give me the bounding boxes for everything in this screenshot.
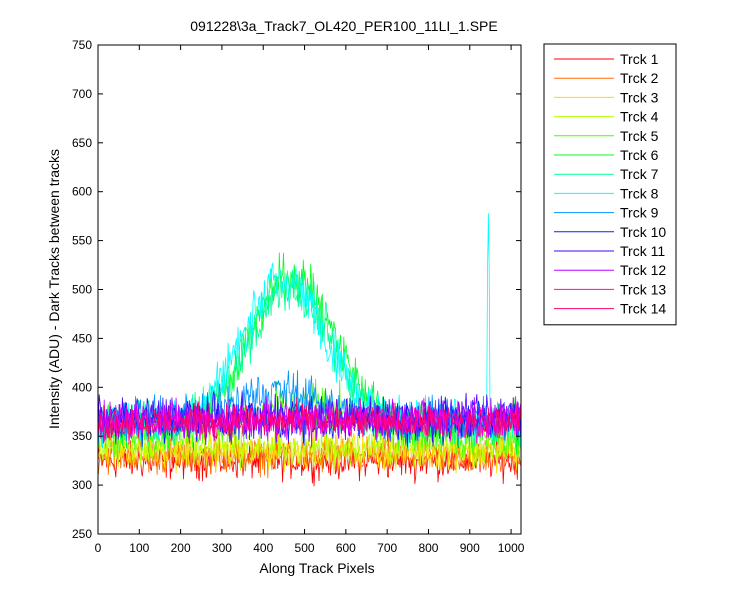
- legend-items: Trck 1 Trck 2 Trck 3 Trck 4 Trck 5 Trck 6 Trck…: [554, 51, 666, 317]
- legend-item: Trck 14: [554, 301, 666, 317]
- y-tick-label: 500: [72, 283, 92, 297]
- legend-item: Trck 4: [554, 109, 659, 125]
- legend-item: Trck 13: [554, 281, 666, 297]
- legend-label: Trck 4: [620, 109, 659, 125]
- legend-box: [543, 43, 677, 326]
- y-tick-label: 650: [72, 136, 92, 150]
- legend-label: Trck 10: [620, 224, 666, 240]
- x-tick-label: 900: [460, 541, 480, 555]
- legend-label: Trck 3: [620, 89, 659, 105]
- series-line-14: [98, 396, 521, 448]
- x-tick-label: 500: [295, 541, 315, 555]
- legend-item: Trck 8: [554, 185, 659, 201]
- legend-item: Trck 6: [554, 147, 659, 163]
- x-tick-label: 600: [336, 541, 356, 555]
- x-tick-label: 700: [377, 541, 397, 555]
- x-tick-label: 1000: [498, 541, 525, 555]
- legend-label: Trck 9: [620, 205, 659, 221]
- legend-label: Trck 7: [620, 166, 659, 182]
- legend-item: Trck 9: [554, 205, 659, 221]
- legend-item: Trck 1: [554, 51, 659, 67]
- legend-label: Trck 12: [620, 262, 666, 278]
- legend-label: Trck 14: [620, 301, 666, 317]
- series-line-13: [98, 396, 521, 444]
- legend-item: Trck 7: [554, 166, 659, 182]
- x-tick-label: 0: [95, 541, 102, 555]
- y-tick-label: 400: [72, 380, 92, 394]
- series-layer: [98, 213, 521, 487]
- legend-item: Trck 2: [554, 70, 659, 86]
- legend-item: Trck 5: [554, 128, 659, 144]
- legend-item: Trck 10: [554, 224, 666, 240]
- legend-label: Trck 11: [620, 243, 665, 259]
- y-tick-label: 700: [72, 87, 92, 101]
- legend-label: Trck 5: [620, 128, 659, 144]
- x-tick-label: 400: [253, 541, 273, 555]
- y-tick-label: 250: [72, 527, 92, 541]
- legend-item: Trck 12: [554, 262, 666, 278]
- ticks-layer: 0 100 200 300 400 500 600 700 800 900 1000 250 300 35…: [72, 38, 525, 555]
- legend-item: Trck 3: [554, 89, 659, 105]
- x-tick-label: 300: [212, 541, 232, 555]
- y-axis-label: Intensity (ADU) - Dark Tracks between tr…: [46, 149, 62, 429]
- y-tick-label: 300: [72, 478, 92, 492]
- legend: Trck 1 Trck 2 Trck 3 Trck 4 Trck 5 Trck 6 Trck…: [543, 43, 677, 326]
- x-axis-label: Along Track Pixels: [259, 560, 374, 576]
- legend-label: Trck 1: [620, 51, 659, 67]
- y-tick-label: 550: [72, 234, 92, 248]
- legend-label: Trck 13: [620, 281, 666, 297]
- legend-label: Trck 8: [620, 185, 659, 201]
- x-tick-label: 200: [171, 541, 191, 555]
- legend-label: Trck 6: [620, 147, 659, 163]
- x-tick-label: 800: [418, 541, 438, 555]
- y-tick-label: 600: [72, 185, 92, 199]
- legend-label: Trck 2: [620, 70, 659, 86]
- chart-title: 091228\3a_Track7_OL420_PER100_11LI_1.SPE: [190, 18, 497, 34]
- y-tick-label: 450: [72, 331, 92, 345]
- legend-item: Trck 11: [554, 243, 665, 259]
- x-tick-label: 100: [129, 541, 149, 555]
- y-tick-label: 350: [72, 429, 92, 443]
- y-tick-label: 750: [72, 38, 92, 52]
